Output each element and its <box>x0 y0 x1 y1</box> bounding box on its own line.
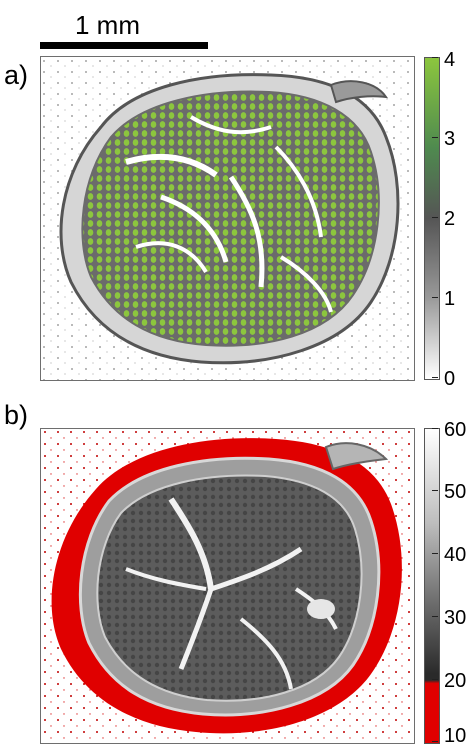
panel-a-tick-label: 1 <box>444 288 456 310</box>
panel-b-label: b) <box>4 400 29 430</box>
panel-b-colorbar <box>424 428 440 744</box>
panel-b-tick-label: 40 <box>444 544 467 566</box>
panel-b-tick-label: 50 <box>444 481 467 503</box>
panel-a-tick-label: 3 <box>444 128 456 150</box>
panel-b-tissue-map <box>41 429 414 743</box>
panel-b-image <box>40 428 415 744</box>
panel-b-tick-label: 20 <box>444 670 467 692</box>
panel-a-label: a) <box>4 60 29 90</box>
panel-b-tick-label: 10 <box>444 725 467 747</box>
scale-bar: 1 mm <box>40 10 208 50</box>
panel-a-tick-label: 2 <box>444 208 456 230</box>
panel-a-colorbar <box>424 57 440 380</box>
panel-b-tick-label: 30 <box>444 607 467 629</box>
panel-a-image <box>40 56 415 381</box>
panel-a-tick-label: 0 <box>444 368 456 390</box>
panel-a-tissue-map <box>41 57 414 380</box>
panel-a-tick-label: 4 <box>444 49 456 71</box>
panel-b-tick-label: 60 <box>444 419 467 441</box>
scale-bar-label: 1 mm <box>75 10 140 40</box>
scale-bar-line <box>40 42 208 49</box>
